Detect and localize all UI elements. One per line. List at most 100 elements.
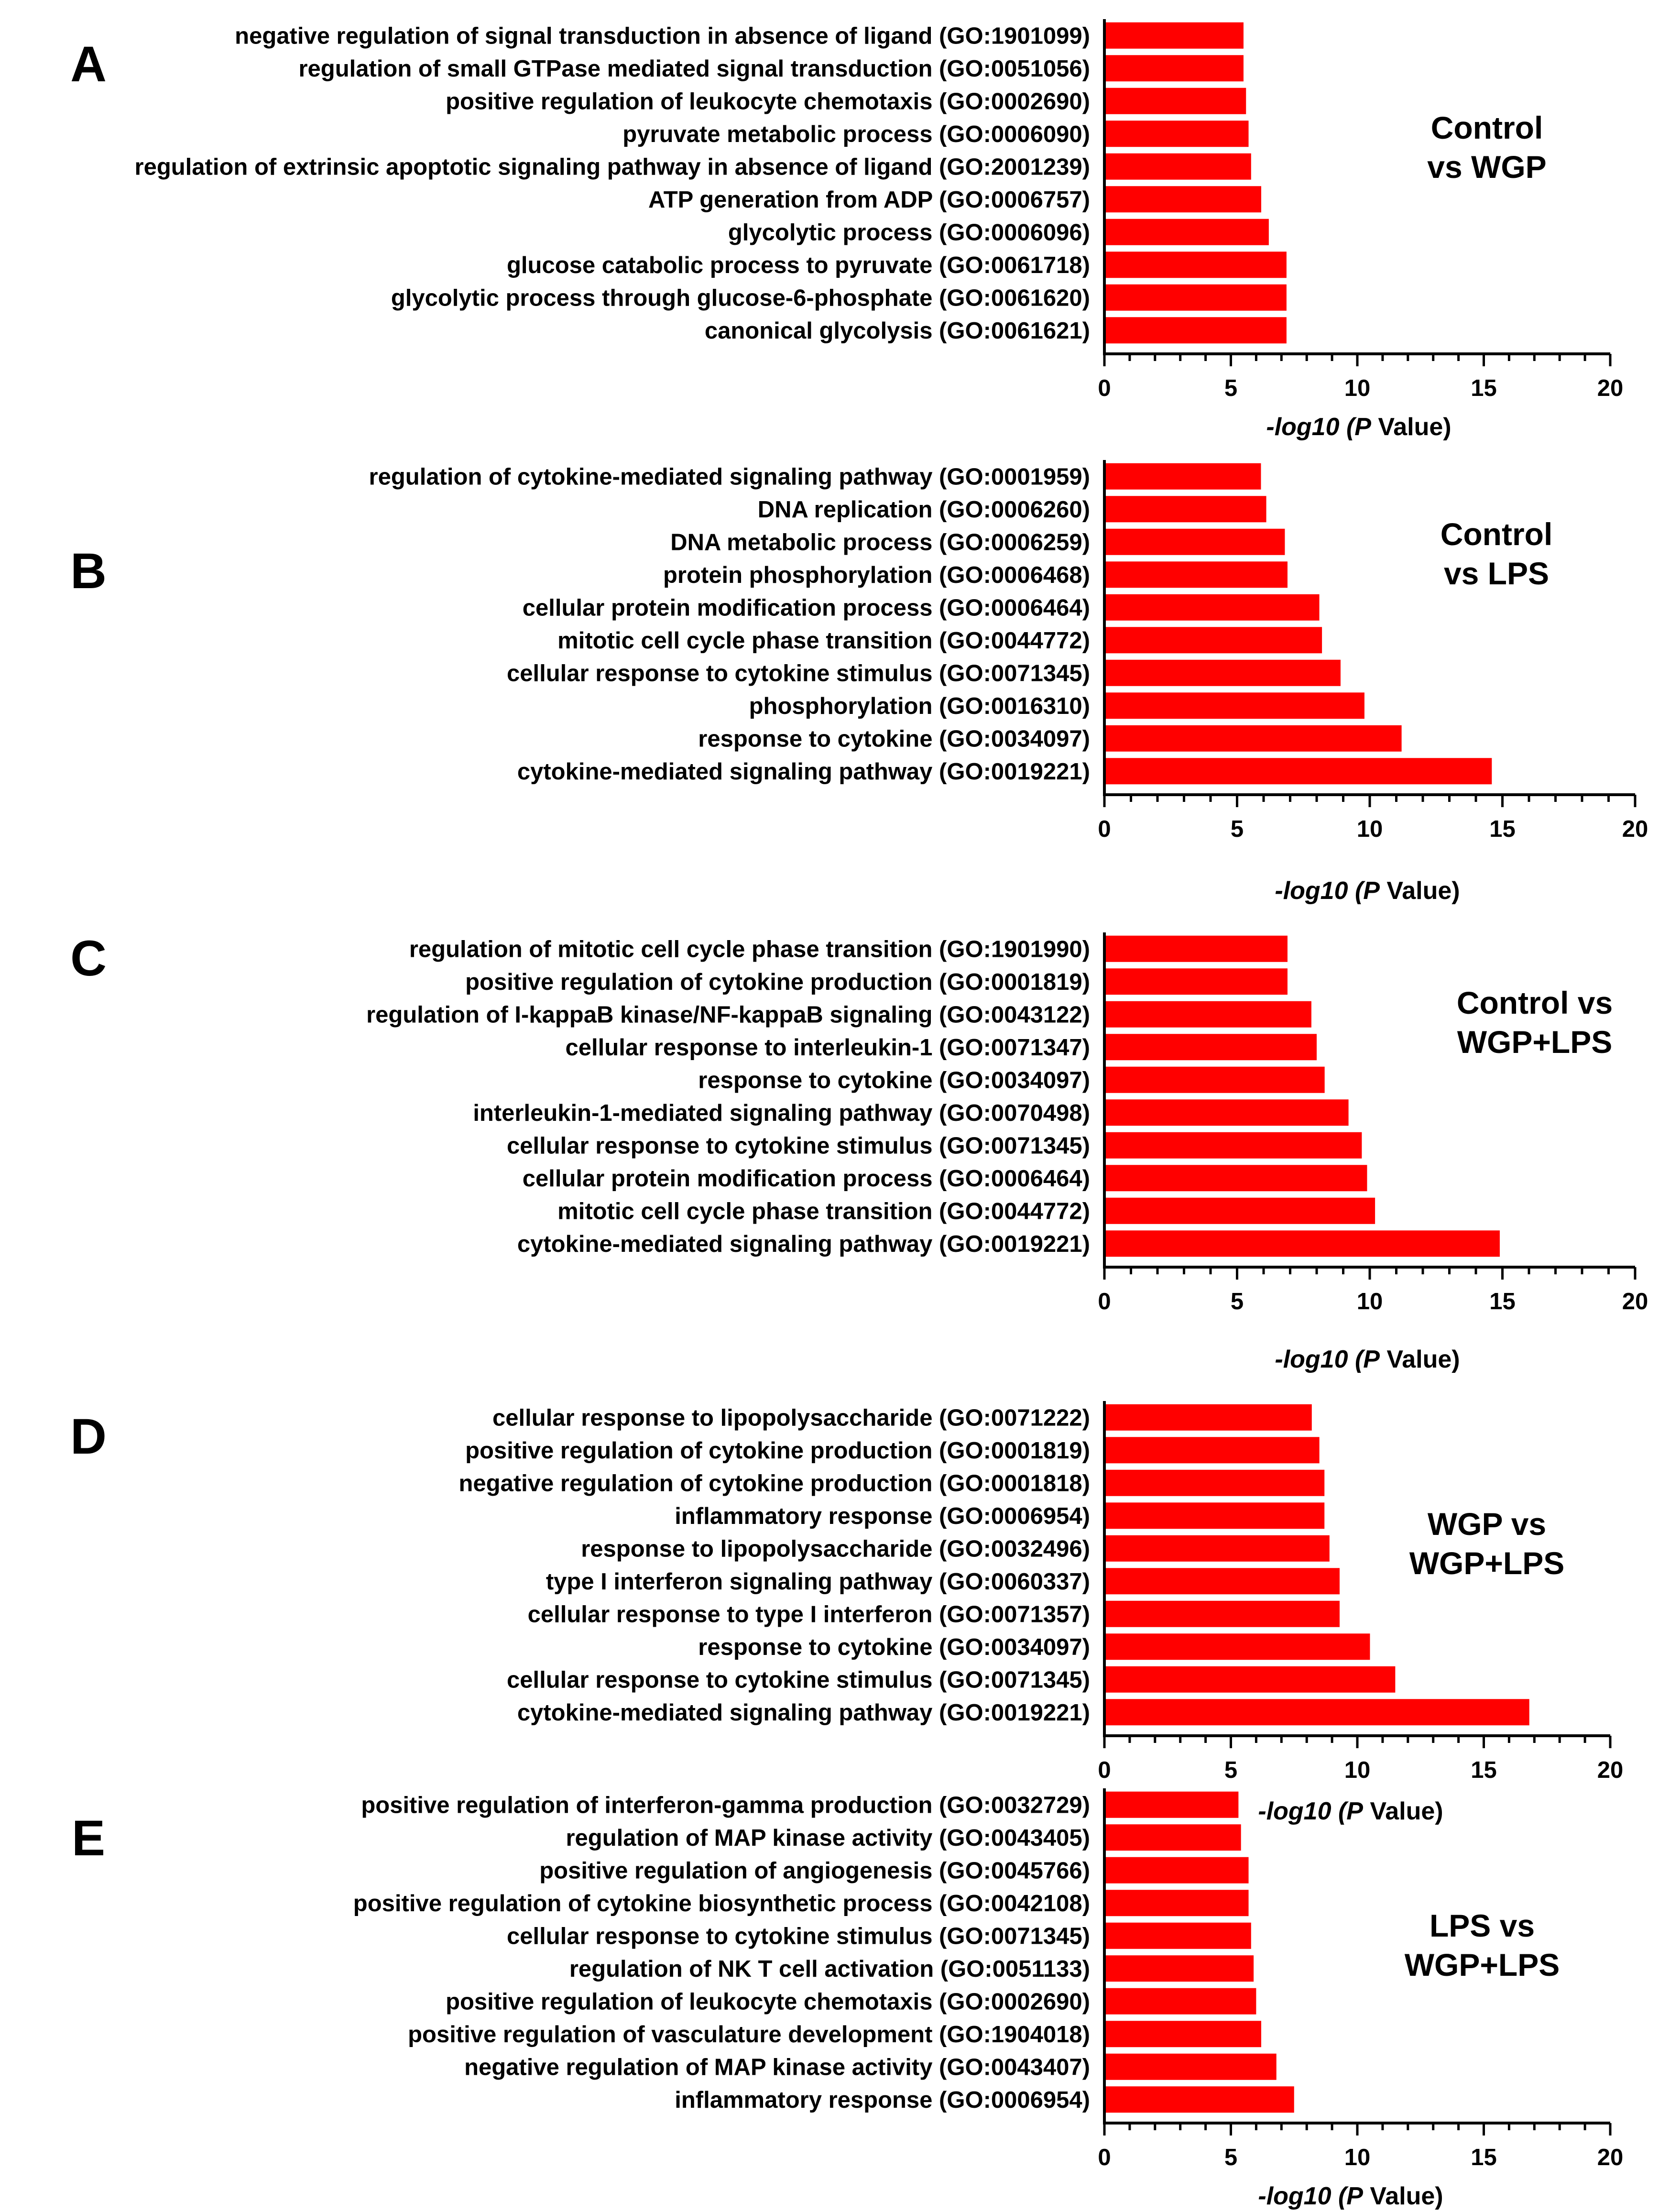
panel-e-category-label-3: positive regulation of angiogenesis (GO:…: [539, 1858, 1090, 1883]
panel-b-x-axis-title: -log10 (P Value): [1275, 877, 1460, 905]
panel-c-tick-label-5: 5: [1231, 1289, 1244, 1314]
panel-e-tick-label-10: 10: [1344, 2145, 1371, 2170]
panel-b-bar-6: [1104, 627, 1322, 654]
panel-e-category-label-5: cellular response to cytokine stimulus (…: [507, 1923, 1090, 1949]
panel-d-category-label-9: cellular response to cytokine stimulus (…: [507, 1667, 1090, 1693]
panel-d-comparison-label-line-2: WGP+LPS: [1409, 1545, 1565, 1581]
panel-a-bar-10: [1104, 317, 1287, 344]
panel-b-category-label-7: cellular response to cytokine stimulus (…: [507, 660, 1090, 686]
panel-b-bar-5: [1104, 594, 1320, 621]
panel-d-bar-8: [1104, 1633, 1370, 1660]
panel-a-tick-label-15: 15: [1471, 375, 1497, 401]
panel-a-category-label-8: glucose catabolic process to pyruvate (G…: [507, 252, 1090, 278]
panel-a-tick-label-20: 20: [1597, 375, 1624, 401]
panel-b-comparison-label-line-2: vs LPS: [1444, 556, 1549, 591]
panel-c-bar-10: [1104, 1230, 1500, 1257]
panel-a-bar-3: [1104, 88, 1246, 114]
panel-d-bar-9: [1104, 1666, 1396, 1693]
panel-d-category-label-6: type I interferon signaling pathway (GO:…: [546, 1569, 1090, 1595]
panel-b-letter: B: [70, 543, 107, 599]
panel-c-tick-label-15: 15: [1489, 1289, 1516, 1314]
panel-b-bar-4: [1104, 561, 1288, 588]
panel-b-category-label-3: DNA metabolic process (GO:0006259): [670, 529, 1090, 555]
panel-b-bar-2: [1104, 496, 1266, 523]
panel-d-category-label-10: cytokine-mediated signaling pathway (GO:…: [517, 1700, 1090, 1726]
panel-b-bar-3: [1104, 528, 1285, 555]
panel-b-category-label-6: mitotic cell cycle phase transition (GO:…: [557, 628, 1090, 654]
panel-a-category-label-9: glycolytic process through glucose-6-pho…: [391, 285, 1090, 311]
panel-d-category-label-4: inflammatory response (GO:0006954): [675, 1503, 1090, 1529]
panel-c-bar-7: [1104, 1132, 1362, 1159]
panel-e-category-label-1: positive regulation of interferon-gamma …: [361, 1792, 1090, 1818]
panel-c-bar-8: [1104, 1165, 1367, 1192]
panel-c-x-axis-title: -log10 (P Value): [1275, 1346, 1460, 1373]
panel-d-tick-label-20: 20: [1597, 1757, 1624, 1783]
panel-d-bar-7: [1104, 1600, 1340, 1627]
panel-c-tick-label-0: 0: [1098, 1289, 1111, 1314]
panel-c-tick-label-10: 10: [1357, 1289, 1383, 1314]
panel-e-category-label-7: positive regulation of leukocyte chemota…: [446, 1989, 1090, 2015]
panel-d-tick-label-10: 10: [1344, 1757, 1371, 1783]
panel-c-category-label-6: interleukin-1-mediated signaling pathway…: [473, 1100, 1090, 1126]
panel-c-category-label-4: cellular response to interleukin-1 (GO:0…: [566, 1035, 1090, 1061]
panel-e-category-label-10: inflammatory response (GO:0006954): [675, 2087, 1090, 2113]
panel-b-tick-label-20: 20: [1622, 816, 1648, 842]
panel-c-letter: C: [70, 931, 107, 986]
panel-e-bar-5: [1104, 1922, 1251, 1949]
panel-e-category-label-8: positive regulation of vasculature devel…: [408, 2022, 1090, 2048]
panel-a-bar-6: [1104, 186, 1261, 213]
panel-b-category-label-5: cellular protein modification process (G…: [523, 595, 1090, 621]
panel-e-tick-label-20: 20: [1597, 2145, 1624, 2170]
panel-b-bar-8: [1104, 692, 1364, 719]
panel-e-bar-3: [1104, 1857, 1249, 1883]
panel-c-category-label-2: positive regulation of cytokine producti…: [465, 969, 1090, 995]
panel-e-bar-8: [1104, 2021, 1261, 2048]
panel-d-tick-label-0: 0: [1098, 1757, 1111, 1783]
panel-c-category-label-9: mitotic cell cycle phase transition (GO:…: [557, 1198, 1090, 1224]
panel-a-tick-label-10: 10: [1344, 375, 1371, 401]
panel-b-category-label-1: regulation of cytokine-mediated signalin…: [369, 464, 1090, 490]
panel-b-tick-label-0: 0: [1098, 816, 1111, 842]
panel-a-bar-9: [1104, 284, 1287, 311]
panel-d-category-label-1: cellular response to lipopolysaccharide …: [492, 1405, 1090, 1431]
panel-e-tick-label-15: 15: [1471, 2145, 1497, 2170]
panel-e-letter: E: [72, 1810, 105, 1866]
panel-c-category-label-8: cellular protein modification process (G…: [523, 1166, 1090, 1192]
panel-a-comparison-label-line-2: vs WGP: [1427, 149, 1546, 185]
panel-b-category-label-4: protein phosphorylation (GO:0006468): [663, 562, 1090, 588]
panel-c-bar-6: [1104, 1099, 1349, 1126]
panel-b-category-label-2: DNA replication (GO:0006260): [758, 497, 1090, 523]
panel-e-category-label-9: negative regulation of MAP kinase activi…: [464, 2054, 1090, 2080]
panel-a-bar-1: [1104, 22, 1244, 49]
panel-d-bar-10: [1104, 1699, 1529, 1726]
panel-e-comparison-label-line-2: WGP+LPS: [1405, 1947, 1560, 1982]
panel-c-comparison-label-line-1: Control vs: [1457, 985, 1613, 1020]
panel-a-bar-8: [1104, 252, 1287, 278]
panel-a-category-label-4: pyruvate metabolic process (GO:0006090): [622, 121, 1090, 147]
panel-c-bar-1: [1104, 935, 1288, 962]
panel-a-category-label-7: glycolytic process (GO:0006096): [728, 219, 1090, 245]
panel-b-category-label-10: cytokine-mediated signaling pathway (GO:…: [517, 759, 1090, 785]
panel-c-comparison-label-line-2: WGP+LPS: [1457, 1024, 1613, 1060]
panel-a-tick-label-0: 0: [1098, 375, 1111, 401]
panel-d-category-label-2: positive regulation of cytokine producti…: [465, 1438, 1090, 1464]
panel-d-category-label-5: response to lipopolysaccharide (GO:00324…: [581, 1536, 1090, 1562]
panel-e-bar-10: [1104, 2086, 1294, 2113]
panel-c-category-label-3: regulation of I-kappaB kinase/NF-kappaB …: [366, 1002, 1090, 1028]
panel-b-category-label-8: phosphorylation (GO:0016310): [749, 693, 1090, 719]
panel-d-comparison-label-line-1: WGP vs: [1428, 1506, 1546, 1542]
panel-c-bar-3: [1104, 1001, 1311, 1028]
panel-c-category-label-1: regulation of mitotic cell cycle phase t…: [409, 936, 1090, 962]
panel-d-bar-3: [1104, 1469, 1325, 1496]
panel-a-bar-4: [1104, 120, 1249, 147]
panel-e-bar-4: [1104, 1890, 1249, 1916]
panel-b-category-label-9: response to cytokine (GO:0034097): [698, 726, 1090, 752]
panel-a-category-label-5: regulation of extrinsic apoptotic signal…: [135, 154, 1091, 180]
panel-e-tick-label-0: 0: [1098, 2145, 1111, 2170]
panel-a-tick-label-5: 5: [1224, 375, 1237, 401]
panel-b-bar-7: [1104, 659, 1341, 686]
panel-a-category-label-3: positive regulation of leukocyte chemota…: [446, 88, 1090, 114]
panel-a-category-label-2: regulation of small GTPase mediated sign…: [298, 56, 1090, 82]
panel-d-category-label-8: response to cytokine (GO:0034097): [698, 1634, 1090, 1660]
